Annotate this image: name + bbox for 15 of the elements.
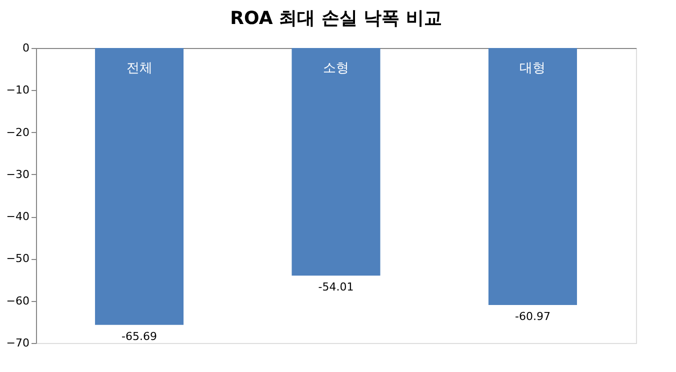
y-tick-label: −70 [6,336,30,350]
y-tick-label: −20 [6,126,30,139]
y-tick-label: 0 [22,42,30,54]
data-label: -60.97 [514,310,550,323]
y-tick-label: −60 [6,294,30,308]
chart-title: ROA 최대 손실 낙폭 비교 [230,8,442,29]
y-tick-label: −10 [6,84,30,97]
y-tick-label: −30 [6,168,30,181]
x-tick-label: 대형 [520,61,546,76]
x-tick-label: 소형 [323,61,349,76]
data-label: -54.01 [318,280,354,294]
y-tick-label: −50 [6,252,30,266]
y-tick-label: −40 [6,210,30,224]
data-label: -65.69 [122,330,158,343]
x-tick-label: 전체 [126,61,152,76]
